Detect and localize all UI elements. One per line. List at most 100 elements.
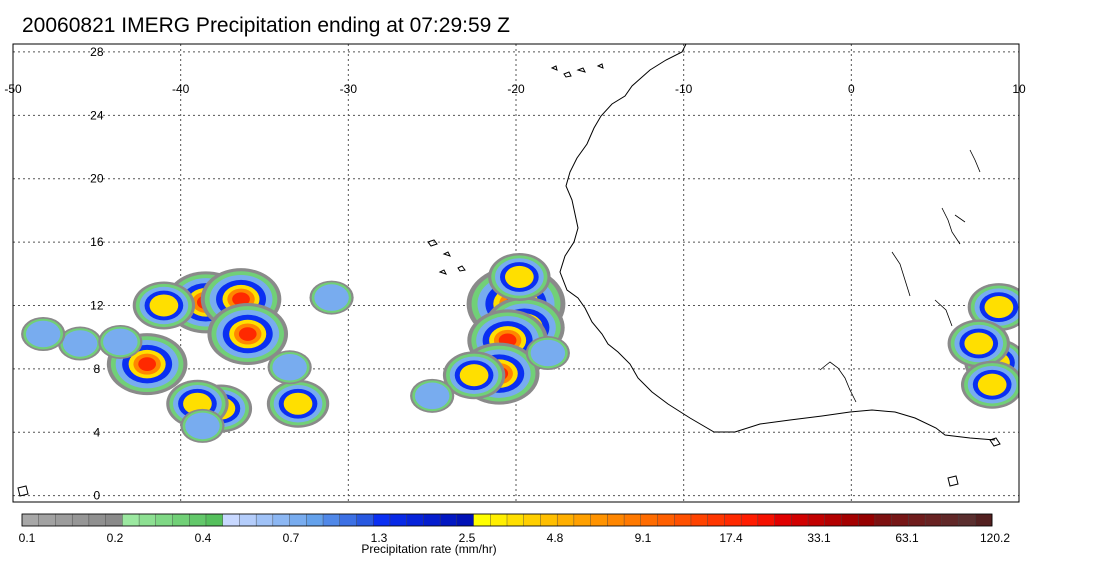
precip-cell <box>132 281 196 330</box>
lon-tick-label: -40 <box>172 82 190 96</box>
lat-tick-label: 24 <box>90 108 104 122</box>
colorbar-swatch <box>958 513 976 527</box>
colorbar-swatch <box>523 513 541 527</box>
gulf-islands <box>17 437 1001 497</box>
lon-tick-label: 0 <box>848 82 855 96</box>
colorbar-swatch <box>88 513 107 527</box>
lat-tick-label: 28 <box>90 45 104 59</box>
colorbar-swatch <box>590 513 608 527</box>
west-africa-coastline <box>559 44 996 441</box>
precip-cell <box>309 280 354 315</box>
colorbar-swatch <box>690 513 709 527</box>
precip-cell <box>967 283 1019 332</box>
colorbar-swatch <box>21 513 40 527</box>
lat-tick-label: 12 <box>90 298 104 312</box>
colorbar-swatch <box>105 513 123 527</box>
colorbar-swatch <box>373 513 391 527</box>
colorbar-swatch <box>205 513 224 527</box>
colorbar-swatch <box>757 513 775 527</box>
precip-cell <box>442 351 506 400</box>
map-frame <box>12 43 1020 503</box>
colorbar-swatch <box>824 513 842 527</box>
precip-cell <box>266 379 330 428</box>
colorbar-label: 0.1 <box>19 531 36 545</box>
colorbar-swatch <box>774 513 792 527</box>
colorbar-swatch <box>71 513 90 527</box>
colorbar-label: 1.3 <box>371 531 388 545</box>
colorbar-label: 4.8 <box>547 531 564 545</box>
lon-tick-label: -50 <box>4 82 22 96</box>
colorbar-swatch <box>640 513 658 527</box>
colorbar-swatch <box>138 513 157 527</box>
colorbar-swatch <box>975 513 993 527</box>
map-title: 20060821 IMERG Precipitation ending at 0… <box>22 14 510 37</box>
precip-cell <box>960 360 1019 409</box>
precip-cell <box>21 317 66 352</box>
colorbar-swatch <box>356 513 374 527</box>
colorbar-swatch <box>657 513 675 527</box>
colorbar-swatch <box>607 513 625 527</box>
colorbar-swatch <box>874 513 893 527</box>
coastline <box>17 44 1001 497</box>
colorbar-swatch <box>122 513 140 527</box>
axis-tick-labels: -50 -40 -30 -20 -10 0 10 0 4 8 12 16 20 24 28 <box>4 45 1026 503</box>
colorbar-swatch <box>724 513 742 527</box>
colorbar-swatch <box>924 513 943 527</box>
colorbar-swatch <box>807 513 826 527</box>
lon-tick-label: -10 <box>675 82 693 96</box>
colorbar-swatch <box>38 513 56 527</box>
colorbar-swatch <box>322 513 341 527</box>
colorbar-swatch <box>908 513 926 527</box>
colorbar: 0.1 0.2 0.4 0.7 1.3 2.5 4.8 9.1 17.4 33.1 63.1 120.… <box>19 513 1010 556</box>
colorbar-label: 33.1 <box>807 531 831 545</box>
colorbar-label: 0.7 <box>283 531 300 545</box>
colorbar-label: 63.1 <box>895 531 919 545</box>
colorbar-frame <box>21 513 993 527</box>
colorbar-label: 17.4 <box>719 531 743 545</box>
colorbar-swatch <box>289 513 307 527</box>
precip-cell <box>488 252 551 301</box>
colorbar-swatch <box>841 513 859 527</box>
niger-delta-rivers <box>819 149 981 403</box>
lon-tick-label: -30 <box>340 82 358 96</box>
colorbar-swatch <box>858 513 876 527</box>
precip-cell <box>525 336 570 371</box>
colorbar-swatch <box>55 513 73 527</box>
colorbar-swatch <box>339 513 357 527</box>
lon-tick-label: 10 <box>1012 82 1026 96</box>
lat-tick-label: 20 <box>90 172 104 186</box>
precip-cell <box>57 326 103 361</box>
colorbar-swatch <box>941 513 959 527</box>
colorbar-label: 0.2 <box>107 531 124 545</box>
colorbar-swatch <box>255 513 274 527</box>
colorbar-swatch <box>556 513 575 527</box>
colorbar-swatch <box>490 513 508 527</box>
colorbar-swatch <box>573 513 592 527</box>
lat-tick-label: 4 <box>93 425 100 439</box>
colorbar-swatch <box>222 513 240 527</box>
canary-islands <box>550 63 604 78</box>
lat-tick-label: 16 <box>90 235 104 249</box>
colorbar-title: Precipitation rate (mm/hr) <box>361 542 496 556</box>
colorbar-swatch <box>389 513 408 527</box>
colorbar-swatch <box>406 513 424 527</box>
colorbar-swatch <box>306 513 324 527</box>
precip-cell <box>267 350 312 385</box>
colorbar-swatch <box>740 513 759 527</box>
lat-tick-label: 8 <box>93 362 100 376</box>
colorbar-swatch <box>155 513 173 527</box>
lat-tick-label: 0 <box>93 489 100 503</box>
colorbar-swatch <box>473 513 491 527</box>
colorbar-label: 0.4 <box>195 531 212 545</box>
colorbar-swatch <box>540 513 558 527</box>
cape-verde-islands <box>427 239 466 275</box>
colorbar-swatch <box>456 513 474 527</box>
precip-cell <box>180 408 225 443</box>
precipitation-field <box>21 252 1019 443</box>
precip-cell <box>410 378 455 413</box>
colorbar-swatch <box>423 513 441 527</box>
colorbar-swatch <box>674 513 692 527</box>
precip-cell <box>947 319 1010 368</box>
colorbar-swatch <box>891 513 909 527</box>
